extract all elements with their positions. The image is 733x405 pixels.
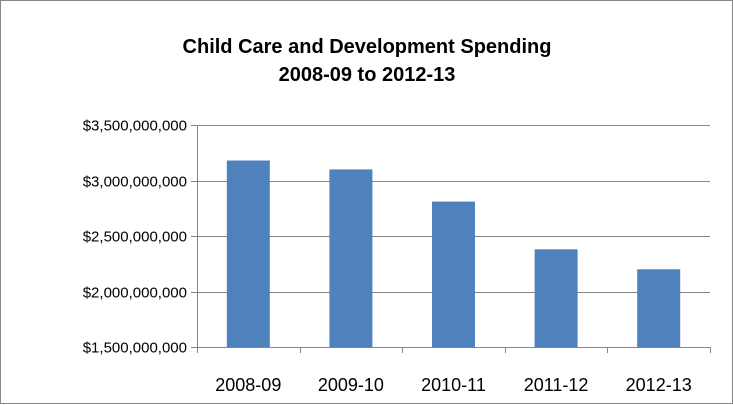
bar-2011-12 xyxy=(535,249,578,347)
chart-title: Child Care and Development Spending xyxy=(183,36,552,58)
y-tick-labels: $1,500,000,000 $2,000,000,000 $2,500,000,0… xyxy=(83,118,187,357)
y-tick-label: $3,000,000,000 xyxy=(83,174,187,191)
bar-2008-09 xyxy=(227,161,270,347)
y-tick-label: $1,500,000,000 xyxy=(83,340,187,357)
x-tick-label: 2010-11 xyxy=(421,375,486,395)
bar-2012-13 xyxy=(637,269,680,347)
x-tick-labels: 2008-09 2009-10 2010-11 2011-12 2012-13 xyxy=(215,375,691,395)
x-tick-label: 2009-10 xyxy=(318,375,384,395)
chart-subtitle: 2008-09 to 2012-13 xyxy=(279,64,456,86)
y-tick-label: $2,000,000,000 xyxy=(83,285,187,302)
x-tick-label: 2008-09 xyxy=(215,375,281,395)
bar-2010-11 xyxy=(432,202,475,347)
y-tick-label: $2,500,000,000 xyxy=(83,229,187,246)
y-tick-label: $3,500,000,000 xyxy=(83,118,187,135)
x-tick-label: 2011-12 xyxy=(524,375,589,395)
bars xyxy=(227,161,680,347)
x-tick-label: 2012-13 xyxy=(626,375,692,395)
bar-2009-10 xyxy=(329,169,372,347)
